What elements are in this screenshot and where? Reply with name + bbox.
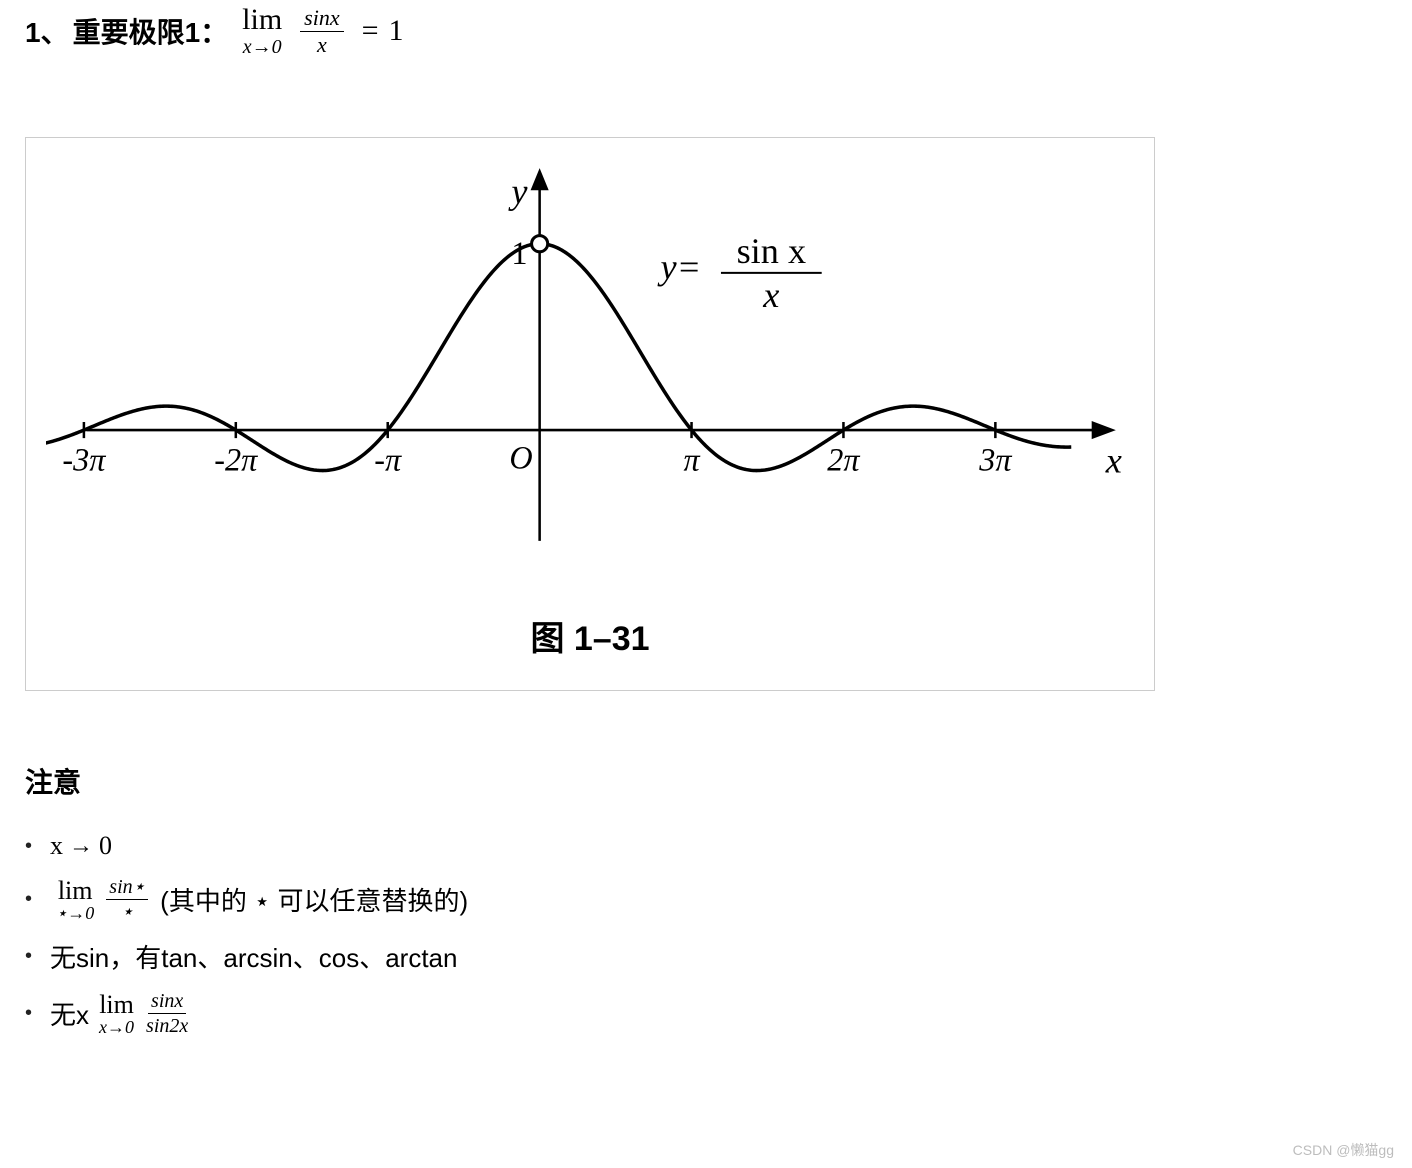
attention-heading: 注意: [25, 761, 1387, 801]
lim-sub: x→0: [243, 37, 282, 57]
note2-frac: sin⋆ ⋆: [106, 877, 148, 922]
note2-lim: lim ⋆→0: [56, 878, 94, 922]
note1-arrow: →: [69, 833, 93, 860]
svg-text:-π: -π: [374, 441, 402, 477]
note4-lim-sub: x→0: [99, 1018, 134, 1036]
svg-text:π: π: [683, 441, 700, 477]
notes-list: x → 0 lim ⋆→0 sin⋆ ⋆ (其中的 ⋆ 可以任意替换的) 无si…: [25, 831, 1387, 1036]
note-item-3: 无sin，有tan、arcsin、cos、arctan: [25, 938, 1387, 975]
svg-text:O: O: [509, 439, 532, 475]
note2-frac-num: sin⋆: [106, 877, 148, 900]
heading-formula: lim x→0 sinx x = 1: [242, 5, 403, 57]
note2-math: lim ⋆→0 sin⋆ ⋆: [50, 877, 154, 922]
note2-lim-sub: ⋆→0: [56, 904, 94, 922]
note-item-4: 无x lim x→0 sinx sin2x: [25, 991, 1387, 1036]
figure-caption: 图 1–31: [46, 611, 1134, 660]
lim-text: lim: [242, 5, 282, 35]
svg-text:3π: 3π: [978, 441, 1012, 477]
heading-limit-1: 1、 重要极限1： lim x→0 sinx x = 1: [0, 0, 1412, 57]
note4-math: lim x→0 sinx sin2x: [93, 991, 194, 1036]
svg-text:y: y: [507, 171, 528, 211]
svg-text:x: x: [762, 275, 779, 315]
note-item-2: lim ⋆→0 sin⋆ ⋆ (其中的 ⋆ 可以任意替换的): [25, 877, 1387, 922]
note4-frac-num: sinx: [148, 991, 186, 1014]
note2-lim-text: lim: [58, 878, 93, 904]
heading-fraction: sinx x: [300, 7, 343, 56]
rhs-value: 1: [389, 14, 404, 48]
equals-sign: =: [362, 14, 379, 48]
svg-text:x: x: [1105, 440, 1122, 480]
watermark: CSDN @懒猫gg: [1293, 1140, 1394, 1160]
note4-lim: lim x→0: [99, 992, 134, 1036]
note4-frac: sinx sin2x: [146, 991, 188, 1036]
svg-text:1: 1: [511, 235, 527, 271]
note2-paren-text: (其中的 ⋆ 可以任意替换的): [160, 881, 468, 918]
svg-text:-2π: -2π: [214, 441, 258, 477]
svg-text:y=: y=: [657, 247, 702, 287]
frac-numerator: sinx: [300, 7, 343, 32]
note3-text: 无sin，有tan、arcsin、cos、arctan: [50, 938, 457, 975]
lim-symbol: lim x→0: [242, 5, 282, 57]
note4-frac-den: sin2x: [146, 1014, 188, 1036]
note2-frac-den: ⋆: [121, 900, 134, 922]
frac-denominator: x: [317, 32, 327, 56]
note1-zero: 0: [99, 831, 112, 861]
svg-text:sin x: sin x: [737, 231, 807, 271]
note1-x: x: [50, 831, 63, 861]
sinc-plot-svg: -3π-2π-ππ2π3π y 1 O x y=sin xx: [46, 148, 1134, 591]
note4-prefix: 无x: [50, 995, 89, 1032]
note4-lim-text: lim: [99, 992, 134, 1018]
figure-1-31: -3π-2π-ππ2π3π y 1 O x y=sin xx 图 1–31: [25, 137, 1155, 691]
heading-label: 重要极限1：: [73, 11, 229, 51]
heading-number: 1、: [25, 11, 69, 51]
svg-text:2π: 2π: [827, 441, 860, 477]
note-item-1: x → 0: [25, 831, 1387, 861]
note1-math: x → 0: [50, 831, 112, 861]
svg-text:-3π: -3π: [62, 441, 106, 477]
